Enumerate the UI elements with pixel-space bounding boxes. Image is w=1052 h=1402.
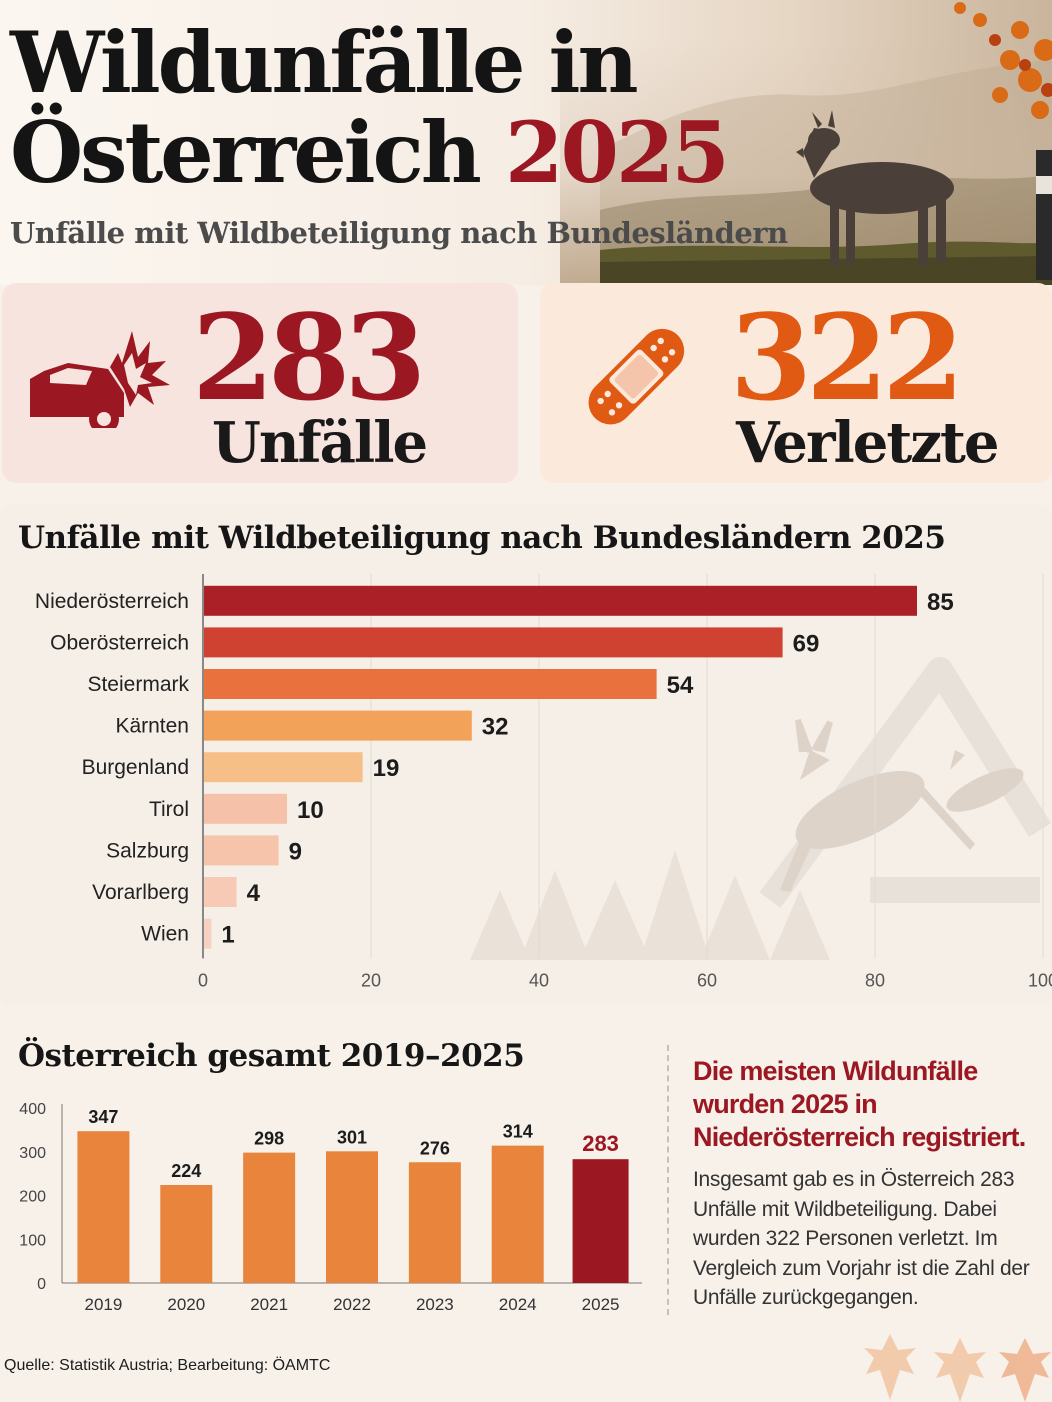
page-subtitle: Unfälle mit Wildbeteiligung nach Bundesl…: [10, 216, 788, 250]
title-line-2: Österreich: [10, 103, 482, 202]
data-label: 224: [171, 1161, 201, 1181]
x-tick-label: 60: [697, 970, 717, 990]
kpi-accidents-label: Unfälle: [212, 410, 428, 476]
x-tick-label: 100: [1028, 970, 1052, 990]
y-tick-label: 200: [19, 1189, 46, 1206]
data-label: 85: [927, 589, 954, 616]
kpi-injured-label: Verletzte: [736, 410, 1000, 476]
regional-chart-title: Unfälle mit Wildbeteiligung nach Bundesl…: [18, 520, 946, 556]
data-label: 54: [667, 672, 694, 699]
x-tick-label: 2024: [499, 1295, 537, 1314]
y-tick-label: 400: [19, 1101, 46, 1118]
data-label: 347: [88, 1107, 118, 1127]
x-tick-label: 2021: [250, 1295, 288, 1314]
y-tick-label: 300: [19, 1145, 46, 1162]
note-headline: Die meisten Wildunfälle wurden 2025 in N…: [693, 1056, 1026, 1152]
bar: [204, 793, 287, 824]
category-label: Burgenland: [82, 756, 189, 779]
bar: [491, 1145, 544, 1283]
x-tick-label: 40: [529, 970, 549, 990]
x-tick-label: 20: [361, 970, 381, 990]
x-tick-label: 2023: [416, 1295, 454, 1314]
yearly-bar-chart: 0 100 200 300 400 347 2019 224 2020 298 2021 301 202…: [19, 1101, 642, 1314]
y-tick-label: 100: [19, 1232, 46, 1249]
bar: [77, 1131, 130, 1283]
category-label: Niederösterreich: [35, 590, 189, 613]
bar: [204, 752, 363, 783]
x-tick-label: 2025: [582, 1295, 620, 1314]
data-label: 314: [503, 1122, 533, 1142]
bar: [204, 627, 783, 658]
bar: [408, 1162, 461, 1283]
x-tick-label: 0: [198, 970, 208, 990]
kpi-card-accidents: 283 Unfälle: [2, 283, 518, 483]
data-label: 69: [793, 630, 820, 657]
data-label: 4: [247, 880, 261, 907]
data-label: 301: [337, 1127, 367, 1147]
deer-photo: [600, 2, 1052, 285]
y-tick-label: 0: [37, 1276, 46, 1293]
category-label: Salzburg: [106, 839, 189, 862]
category-label: Steiermark: [87, 673, 189, 696]
page-title: Wildunfälle in Österreich 2025: [10, 18, 730, 198]
data-label: 10: [297, 797, 324, 824]
bar: [204, 669, 657, 699]
data-label: 298: [254, 1129, 284, 1149]
forest-backdrop: [470, 850, 830, 960]
data-label: 9: [289, 838, 302, 865]
data-label: 1: [221, 922, 234, 949]
source-line: Quelle: Statistik Austria; Bearbeitung: …: [4, 1357, 330, 1375]
data-label: 32: [482, 714, 509, 741]
x-tick-label: 2022: [333, 1295, 371, 1314]
data-label: 276: [420, 1138, 450, 1158]
panel-divider: [667, 1045, 669, 1315]
note-body: Insgesamt gab es in Österreich 283 Unfäl…: [693, 1168, 1030, 1309]
bar: [243, 1152, 296, 1283]
x-tick-label: 80: [865, 970, 885, 990]
category-label: Vorarlberg: [92, 881, 189, 904]
category-label: Kärnten: [115, 715, 189, 738]
kpi-injured-value: 322: [730, 288, 964, 427]
deer-warning-sign-icon: [759, 657, 1052, 908]
category-label: Oberösterreich: [50, 631, 189, 654]
category-label: Wien: [141, 923, 189, 946]
source-label: Quelle:: [4, 1357, 55, 1374]
bar: [204, 918, 212, 949]
bar: [572, 1159, 629, 1283]
title-year: 2025: [505, 103, 730, 202]
bar: [204, 585, 917, 616]
regional-bar-chart: 0 20 40 60 80 100 Niederösterreich 85 Oberösterr…: [35, 574, 1052, 990]
car-crash-icon: [30, 331, 170, 428]
bar: [160, 1185, 213, 1283]
title-line-1: Wildunfälle in: [10, 13, 639, 112]
kpi-accidents-value: 283: [192, 288, 426, 427]
data-label: 19: [373, 755, 400, 782]
yearly-chart-title: Österreich gesamt 2019–2025: [18, 1038, 525, 1074]
bar: [326, 1151, 378, 1283]
category-label: Tirol: [149, 798, 189, 821]
x-tick-label: 2020: [167, 1295, 205, 1314]
x-tick-label: 2019: [85, 1295, 123, 1314]
source-text: Statistik Austria; Bearbeitung: ÖAMTC: [59, 1357, 331, 1374]
bar: [204, 877, 237, 907]
bandage-icon: [588, 328, 685, 425]
bar: [204, 710, 472, 741]
data-label: 283: [582, 1131, 619, 1156]
kpi-card-injured: 322 Verletzte: [540, 283, 1052, 483]
bar: [204, 835, 279, 866]
maple-leaf-icon: [864, 1334, 1051, 1402]
